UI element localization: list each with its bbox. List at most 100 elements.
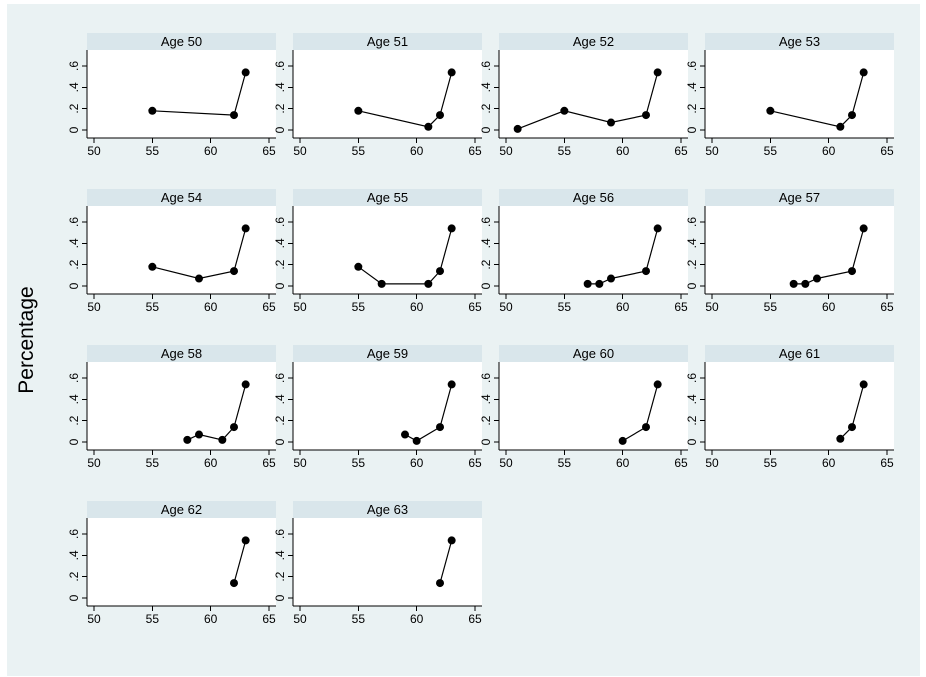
- panel-title: Age 50: [161, 34, 202, 49]
- data-point: [436, 579, 444, 588]
- x-tick-label: 55: [558, 300, 572, 314]
- x-tick-label: 50: [705, 300, 719, 314]
- panel-age-62: Age 62 50 55 60 65 0 .2 .4 .6: [67, 501, 276, 626]
- panel-title: Age 59: [367, 346, 408, 361]
- y-tick-label: .2: [273, 103, 287, 113]
- x-tick-label: 55: [146, 300, 160, 314]
- data-point: [513, 124, 522, 133]
- y-tick-label: 0: [67, 594, 81, 601]
- data-point: [148, 106, 157, 115]
- x-tick-label: 50: [293, 300, 307, 314]
- x-tick-label: 55: [352, 300, 366, 314]
- y-tick-label: 0: [273, 126, 287, 133]
- data-point: [436, 111, 444, 120]
- y-tick-label: 0: [479, 438, 493, 445]
- data-point: [642, 111, 650, 120]
- x-tick-label: 55: [558, 456, 572, 470]
- x-tick-label: 55: [558, 144, 572, 158]
- panel-strip: [87, 33, 276, 50]
- plot-area: [87, 518, 276, 606]
- x-tick-label: 65: [674, 300, 688, 314]
- y-tick-label: 0: [685, 282, 699, 289]
- data-point: [653, 224, 662, 233]
- panel-title: Age 63: [367, 502, 408, 517]
- y-tick-label: .4: [273, 394, 287, 404]
- y-tick-label: .6: [273, 529, 287, 539]
- x-tick-label: 60: [410, 456, 424, 470]
- y-tick-label: .6: [67, 217, 81, 227]
- panel-age-58: Age 58 50 55 60 65 0 .2 .4 .6: [67, 345, 276, 470]
- y-tick-label: 0: [479, 282, 493, 289]
- plot-area: [499, 206, 688, 294]
- y-tick-label: .6: [685, 217, 699, 227]
- y-tick-label: 0: [479, 126, 493, 133]
- data-point: [801, 279, 810, 288]
- x-tick-label: 60: [822, 300, 836, 314]
- plot-area: [705, 206, 894, 294]
- y-tick-label: .6: [67, 373, 81, 383]
- plot-area: [87, 50, 276, 138]
- x-tick-label: 65: [262, 612, 276, 626]
- plot-area: [293, 206, 482, 294]
- plot-area: [293, 50, 482, 138]
- data-point: [642, 267, 650, 276]
- y-tick-label: 0: [67, 126, 81, 133]
- y-tick-label: .4: [479, 82, 493, 92]
- y-tick-label: .6: [685, 61, 699, 71]
- data-point: [183, 435, 192, 444]
- y-tick-label: .4: [479, 394, 493, 404]
- data-point: [412, 436, 421, 445]
- panel-age-57: Age 57 50 55 60 65 0 .2 .4 .6: [685, 189, 894, 314]
- panel-title: Age 52: [573, 34, 614, 49]
- y-tick-label: 0: [67, 282, 81, 289]
- data-point: [653, 380, 662, 389]
- x-tick-label: 50: [87, 300, 101, 314]
- data-point: [836, 122, 845, 131]
- series-line: [439, 540, 453, 584]
- x-tick-label: 60: [410, 144, 424, 158]
- y-tick-label: .2: [479, 415, 493, 425]
- y-tick-label: .2: [685, 259, 699, 269]
- x-tick-label: 55: [764, 456, 778, 470]
- y-tick-label: .6: [479, 217, 493, 227]
- x-tick-label: 60: [410, 300, 424, 314]
- data-point: [607, 274, 615, 283]
- y-tick-label: .2: [67, 571, 81, 581]
- plot-area: [293, 518, 482, 606]
- data-point: [354, 106, 363, 115]
- panel-age-51: Age 51 50 55 60 65 0 .2 .4 .6: [273, 33, 482, 158]
- panel-age-59: Age 59 50 55 60 65 0 .2 .4 .6: [273, 345, 482, 470]
- x-tick-label: 60: [616, 300, 630, 314]
- data-point: [447, 380, 456, 389]
- x-tick-label: 55: [146, 612, 160, 626]
- x-tick-label: 60: [204, 456, 218, 470]
- panel-title: Age 62: [161, 502, 202, 517]
- data-point: [836, 434, 845, 443]
- x-tick-label: 60: [204, 144, 218, 158]
- x-tick-label: 65: [468, 612, 482, 626]
- y-tick-label: 0: [273, 594, 287, 601]
- x-tick-label: 50: [293, 612, 307, 626]
- data-point: [241, 380, 250, 389]
- x-tick-label: 55: [146, 456, 160, 470]
- data-point: [595, 279, 604, 288]
- y-tick-label: .6: [67, 61, 81, 71]
- panel-strip: [499, 33, 688, 50]
- y-tick-label: .2: [67, 259, 81, 269]
- panel-strip: [705, 189, 894, 206]
- x-tick-label: 65: [262, 144, 276, 158]
- data-point: [195, 274, 203, 283]
- x-tick-label: 60: [616, 144, 630, 158]
- x-tick-label: 60: [822, 456, 836, 470]
- panel-title: Age 55: [367, 190, 408, 205]
- data-point: [447, 536, 456, 545]
- data-point: [230, 267, 238, 276]
- data-point: [447, 224, 456, 233]
- y-tick-label: .6: [273, 61, 287, 71]
- x-tick-label: 55: [764, 144, 778, 158]
- x-tick-label: 50: [293, 456, 307, 470]
- series-line: [152, 228, 247, 280]
- y-tick-label: .6: [479, 61, 493, 71]
- data-point: [377, 279, 386, 288]
- x-tick-label: 50: [87, 456, 101, 470]
